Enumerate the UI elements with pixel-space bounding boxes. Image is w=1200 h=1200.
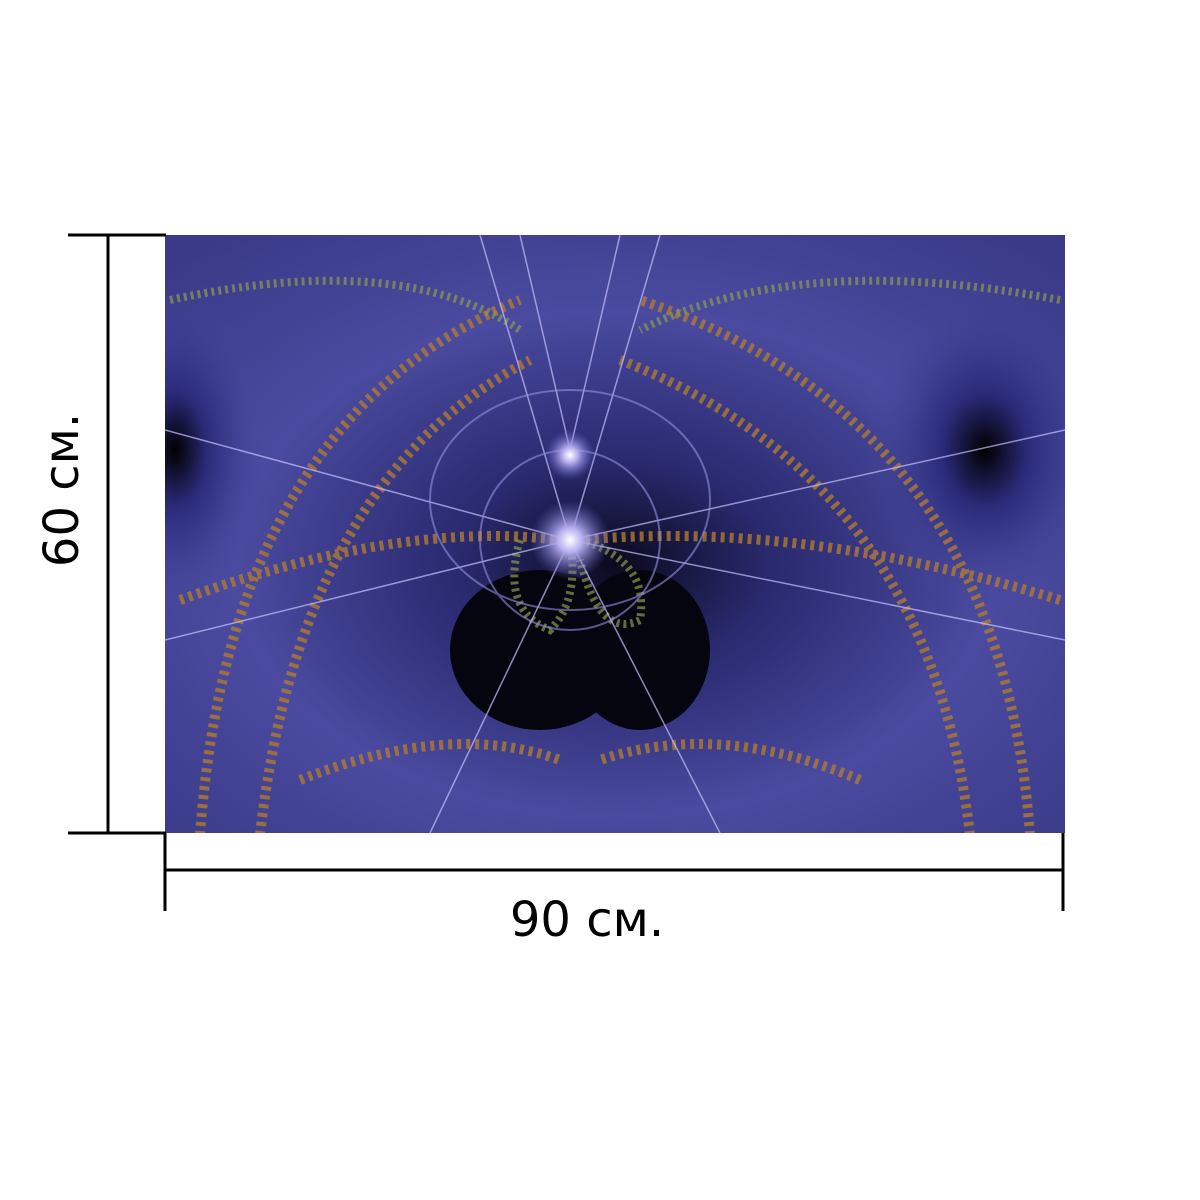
- dimension-lines: [68, 233, 1065, 911]
- height-label: 60 см.: [34, 413, 90, 567]
- width-label: 90 см.: [510, 892, 664, 948]
- fractal-artwork: [165, 235, 1065, 833]
